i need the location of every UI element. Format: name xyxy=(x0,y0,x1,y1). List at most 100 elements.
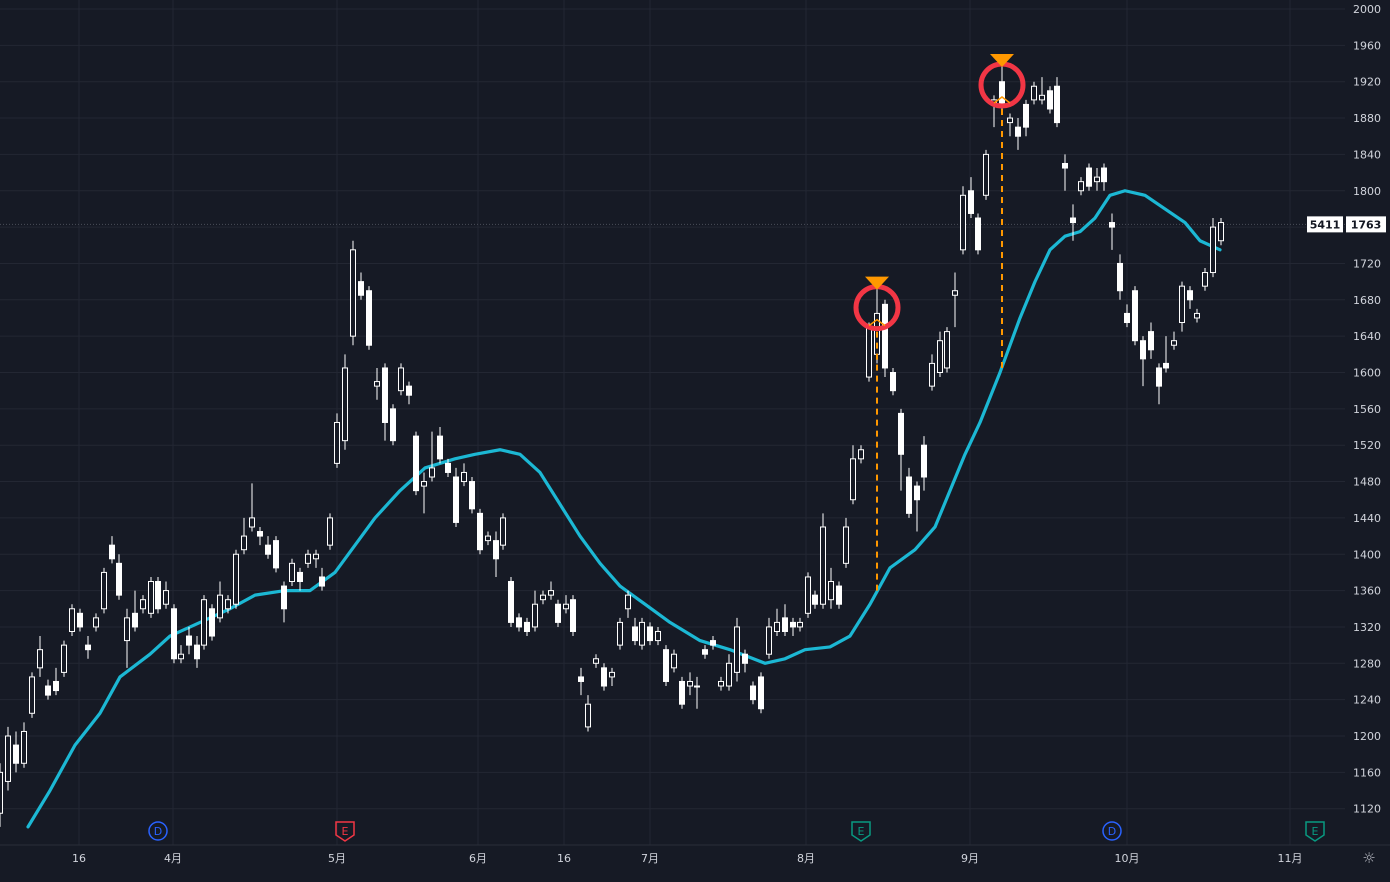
candle xyxy=(944,331,950,369)
candle xyxy=(843,526,849,564)
candle xyxy=(647,626,653,642)
candle xyxy=(532,603,538,628)
y-tick-label: 2000 xyxy=(1353,3,1381,16)
candle xyxy=(570,599,576,632)
candle xyxy=(524,621,530,632)
y-tick-label: 1680 xyxy=(1353,294,1381,307)
x-tick-label: 11月 xyxy=(1278,852,1303,865)
y-tick-label: 1360 xyxy=(1353,585,1381,598)
x-tick-label: 9月 xyxy=(961,852,979,865)
candle xyxy=(882,303,888,369)
candle xyxy=(171,608,177,660)
candle xyxy=(366,290,372,346)
candle xyxy=(37,649,43,669)
candle xyxy=(334,421,340,464)
candle xyxy=(516,617,522,628)
candle xyxy=(1101,167,1107,183)
candle xyxy=(774,621,780,632)
event-icon-label: D xyxy=(154,825,162,838)
earnings-icon[interactable] xyxy=(851,821,871,842)
candle xyxy=(508,581,514,623)
candle xyxy=(61,644,67,673)
candle xyxy=(445,462,451,473)
candle xyxy=(555,603,561,623)
candle xyxy=(1054,85,1060,124)
event-icon-label: D xyxy=(1108,825,1116,838)
candle xyxy=(374,381,380,387)
candle xyxy=(1202,272,1208,287)
candle xyxy=(305,553,311,564)
x-tick-label: 16 xyxy=(557,852,571,865)
candle xyxy=(782,617,788,632)
candle xyxy=(929,362,935,387)
candle xyxy=(461,471,467,483)
candle xyxy=(563,603,569,610)
candle xyxy=(217,594,223,619)
x-tick-label: 10月 xyxy=(1115,852,1140,865)
candle xyxy=(750,685,756,701)
candle xyxy=(163,590,169,605)
gear-icon[interactable]: ☼ xyxy=(1362,849,1376,867)
candle xyxy=(201,599,207,646)
y-tick-label: 1480 xyxy=(1353,476,1381,489)
earnings-icon[interactable] xyxy=(335,821,355,842)
candle xyxy=(209,608,215,637)
candle xyxy=(241,535,247,551)
candle xyxy=(132,612,138,628)
candle xyxy=(382,367,388,423)
candle xyxy=(327,517,333,546)
candle xyxy=(593,658,599,664)
candle xyxy=(968,190,974,214)
earnings-icon[interactable] xyxy=(1305,821,1325,842)
x-tick-label: 4月 xyxy=(164,852,182,865)
y-tick-label: 1800 xyxy=(1353,185,1381,198)
dividend-icon[interactable] xyxy=(148,821,168,841)
candle xyxy=(866,326,872,378)
candle xyxy=(702,649,708,655)
candle xyxy=(1094,176,1100,183)
candle xyxy=(342,367,348,442)
y-tick-label: 1120 xyxy=(1353,803,1381,816)
candle xyxy=(726,662,732,687)
candle xyxy=(1163,362,1169,369)
x-tick-label: 16 xyxy=(72,852,86,865)
y-tick-label: 1240 xyxy=(1353,694,1381,707)
candle xyxy=(890,372,896,392)
candle xyxy=(93,617,99,628)
signal-triangle xyxy=(865,276,889,290)
candle xyxy=(734,626,740,673)
candle xyxy=(679,680,685,705)
candle xyxy=(820,526,826,605)
candle xyxy=(29,676,35,714)
y-tick-label: 1960 xyxy=(1353,39,1381,52)
candle xyxy=(585,703,591,728)
candle xyxy=(1023,103,1029,128)
candle xyxy=(858,449,864,460)
candle xyxy=(233,553,239,605)
x-tick-label: 5月 xyxy=(328,852,346,865)
y-tick-label: 1920 xyxy=(1353,76,1381,89)
candle xyxy=(225,599,231,610)
candle xyxy=(663,649,669,682)
event-icon-label: E xyxy=(1312,825,1319,838)
candle xyxy=(999,81,1005,105)
candle xyxy=(1007,117,1013,124)
price-tag-text: 1763 xyxy=(1351,218,1382,231)
candle xyxy=(469,481,475,510)
candle xyxy=(421,481,427,487)
candle xyxy=(194,644,200,660)
signal-triangle xyxy=(990,53,1014,67)
candle xyxy=(1086,167,1092,187)
candle xyxy=(1210,226,1216,274)
candle xyxy=(390,408,396,442)
dividend-icon[interactable] xyxy=(1102,821,1122,841)
candle xyxy=(601,667,607,687)
y-tick-label: 1280 xyxy=(1353,657,1381,670)
candle xyxy=(540,594,546,601)
candle xyxy=(1031,85,1037,101)
candle xyxy=(617,621,623,646)
candle xyxy=(914,485,920,501)
candle xyxy=(124,617,130,642)
candle xyxy=(319,576,325,587)
